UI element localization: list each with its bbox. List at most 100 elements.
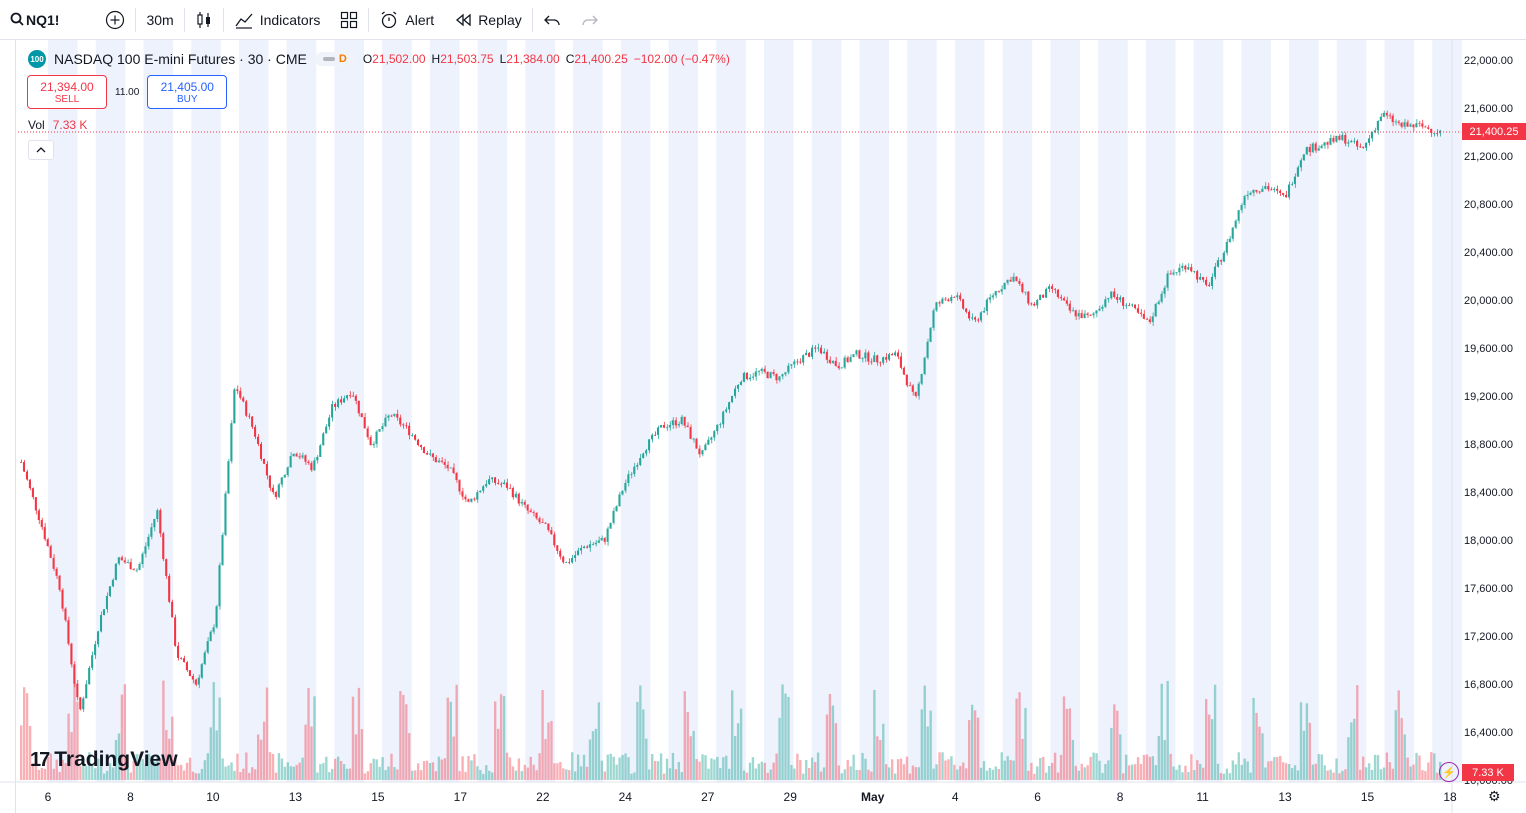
alert-button[interactable]: Alert: [369, 0, 444, 40]
volume-bar: [452, 736, 455, 780]
candle-body: [494, 477, 497, 483]
volume-bar: [43, 768, 47, 780]
symbol-search-button[interactable]: NQ1!: [0, 0, 69, 40]
candle-body: [268, 475, 271, 488]
candle-body: [843, 357, 846, 368]
tradingview-logo[interactable]: 17 TradingView: [30, 748, 178, 772]
volume-bar: [568, 770, 571, 780]
volume-bar: [970, 704, 974, 780]
volume-bar: [799, 759, 802, 780]
volume-bar: [28, 725, 32, 780]
candle-body: [565, 562, 568, 564]
ohlc-values: O21,502.00 H21,503.75 L21,384.00 C21,400…: [363, 52, 730, 66]
price-tick-label: 22,000.00: [1464, 55, 1513, 67]
candle-body: [171, 601, 174, 618]
sell-button[interactable]: 21,394.00 SELL: [27, 75, 107, 109]
candle-body: [502, 482, 505, 485]
candle-body: [85, 684, 88, 699]
time-tick-label: 15: [371, 790, 385, 804]
volume-bar: [488, 770, 491, 780]
candle-body: [254, 426, 257, 437]
candle-body: [200, 664, 203, 678]
volume-bar: [153, 761, 156, 780]
volume-bar: [1296, 770, 1300, 780]
close-value: 21,400.25: [574, 52, 628, 66]
candle-body: [698, 448, 701, 455]
candle-body: [656, 427, 660, 435]
volume-bar: [1397, 690, 1400, 780]
volume-bar: [108, 763, 112, 780]
volume-bar: [1391, 768, 1395, 780]
volume-bar: [1021, 738, 1024, 780]
redo-button[interactable]: [571, 0, 609, 40]
candle-body: [1356, 140, 1359, 147]
candle-body: [846, 357, 849, 362]
session-badge[interactable]: D: [314, 52, 355, 66]
candle-body: [787, 365, 790, 373]
volume-bar: [662, 773, 666, 780]
candle-body: [742, 372, 745, 382]
candle-body: [259, 443, 263, 459]
candle-body: [94, 644, 97, 656]
candle-body: [766, 371, 769, 378]
candle-body: [482, 486, 485, 491]
indicators-button[interactable]: Indicators: [224, 0, 331, 40]
indicators-icon: [235, 13, 253, 29]
candle-body: [1083, 313, 1086, 319]
candle-body: [1370, 132, 1373, 139]
candle-body: [1344, 135, 1347, 144]
volume-bar: [82, 757, 85, 780]
lightning-icon[interactable]: ⚡: [1439, 762, 1459, 782]
candle-body: [535, 513, 538, 519]
candle-body: [218, 565, 221, 607]
chart-type-button[interactable]: [185, 0, 223, 40]
candle-body: [600, 537, 603, 541]
candle-body: [864, 352, 867, 359]
collapse-legend-button[interactable]: [28, 140, 54, 160]
volume-bar: [393, 767, 396, 780]
volume-bar: [188, 757, 192, 780]
price-tick-label: 16,400.00: [1464, 727, 1513, 739]
drawing-toolbar-edge[interactable]: [0, 40, 16, 813]
settings-gear-icon[interactable]: ⚙: [1488, 788, 1501, 804]
buy-button[interactable]: 21,405.00 BUY: [147, 75, 228, 109]
volume-bar: [1086, 765, 1089, 780]
price-tick-label: 20,800.00: [1464, 199, 1513, 211]
candle-body: [1397, 121, 1400, 123]
candle-body: [393, 413, 396, 416]
candle-body: [1190, 267, 1193, 272]
candle-body: [1077, 313, 1080, 317]
volume-bar: [728, 768, 731, 780]
layouts-button[interactable]: [330, 0, 368, 40]
replay-button[interactable]: Replay: [444, 0, 532, 40]
volume-bar: [428, 762, 432, 780]
top-toolbar: NQ1! 30m Indicators Alert Replay: [0, 0, 1526, 40]
volume-bar: [224, 766, 227, 780]
candle-body: [464, 496, 467, 500]
compare-symbol-button[interactable]: [95, 0, 135, 40]
candle-body: [769, 372, 772, 378]
volume-bar: [227, 765, 230, 780]
candle-body: [959, 295, 962, 300]
candle-body: [147, 536, 150, 547]
volume-bar: [716, 756, 719, 780]
candle-body: [342, 398, 345, 403]
volume-bar: [1136, 757, 1140, 780]
volume-bar: [1287, 763, 1291, 780]
candle-body: [144, 546, 147, 554]
candle-body: [976, 319, 979, 321]
interval-button[interactable]: 30m: [136, 0, 183, 40]
volume-bar: [630, 773, 633, 780]
time-tick-label: 29: [784, 790, 798, 804]
candle-body: [1098, 308, 1101, 311]
price-chart[interactable]: 22,000.00 21,600.00 21,200.00 20,800.00 20,4…: [0, 40, 1526, 813]
candle-body: [1335, 135, 1338, 142]
volume-bar: [1302, 730, 1306, 780]
volume-bar: [1347, 737, 1350, 780]
symbol-title[interactable]: NASDAQ 100 E-mini Futures · 30 · CME: [54, 51, 307, 67]
volume-bar: [381, 757, 384, 780]
undo-button[interactable]: [533, 0, 571, 40]
candle-body: [1350, 140, 1353, 143]
volume-bar: [274, 772, 278, 780]
close-label: C: [565, 52, 575, 66]
